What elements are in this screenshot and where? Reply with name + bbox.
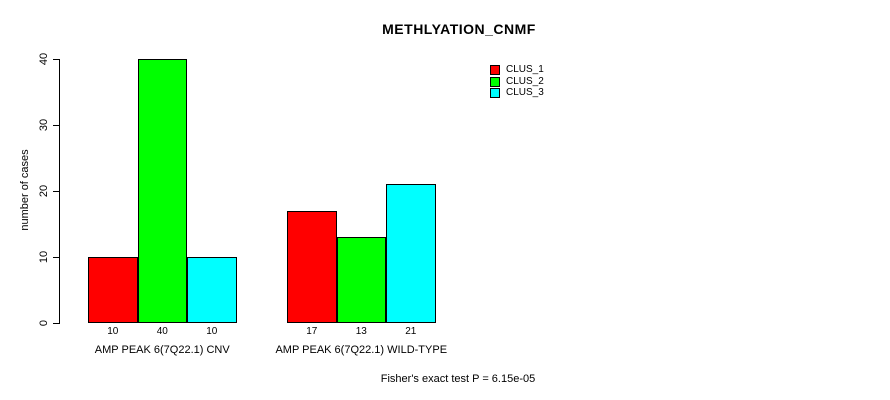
legend-swatch-icon: [490, 87, 500, 98]
legend-item-label: CLUS_3: [506, 87, 544, 98]
y-axis-tick: [53, 125, 59, 126]
bar-value-label: 13: [355, 326, 367, 337]
y-axis-tick: [53, 257, 59, 258]
annotation-text: Fisher's exact test P = 6.15e-05: [380, 373, 536, 385]
bar-value-label: 10: [206, 326, 218, 337]
y-axis-tick-label: 20: [38, 184, 50, 198]
y-axis-line: [59, 59, 60, 324]
legend-item: CLUS_1: [490, 64, 544, 75]
legend-item-label: CLUS_2: [506, 76, 544, 87]
bar-clus_1: [88, 257, 138, 323]
y-axis-label: number of cases: [19, 149, 31, 231]
legend-swatch-icon: [490, 64, 500, 75]
y-axis-tick: [53, 59, 59, 60]
bar-value-label: 17: [306, 326, 318, 337]
y-axis-tick: [53, 323, 59, 324]
bar-clus_2: [337, 237, 386, 323]
bar-clus_2: [138, 59, 187, 323]
x-category-label: AMP PEAK 6(7Q22.1) WILD-TYPE: [275, 344, 448, 356]
y-axis-tick-label: 40: [38, 52, 50, 66]
bar-value-label: 10: [107, 326, 119, 337]
y-axis-tick-label: 30: [38, 118, 50, 132]
bar-clus_3: [386, 184, 436, 323]
bar-value-label: 21: [405, 326, 417, 337]
y-axis-tick-label: 10: [38, 250, 50, 264]
legend-item: CLUS_3: [490, 87, 544, 98]
y-axis-tick-label: 0: [38, 319, 50, 327]
legend-item-label: CLUS_1: [506, 64, 544, 75]
bar-value-label: 40: [156, 326, 168, 337]
x-category-label: AMP PEAK 6(7Q22.1) CNV: [94, 344, 230, 356]
legend-item: CLUS_2: [490, 76, 544, 87]
y-axis-tick: [53, 191, 59, 192]
bar-clus_3: [187, 257, 237, 323]
bar-clus_1: [287, 211, 337, 323]
chart-title: METHLYATION_CNMF: [382, 21, 536, 37]
legend-swatch-icon: [490, 76, 500, 87]
